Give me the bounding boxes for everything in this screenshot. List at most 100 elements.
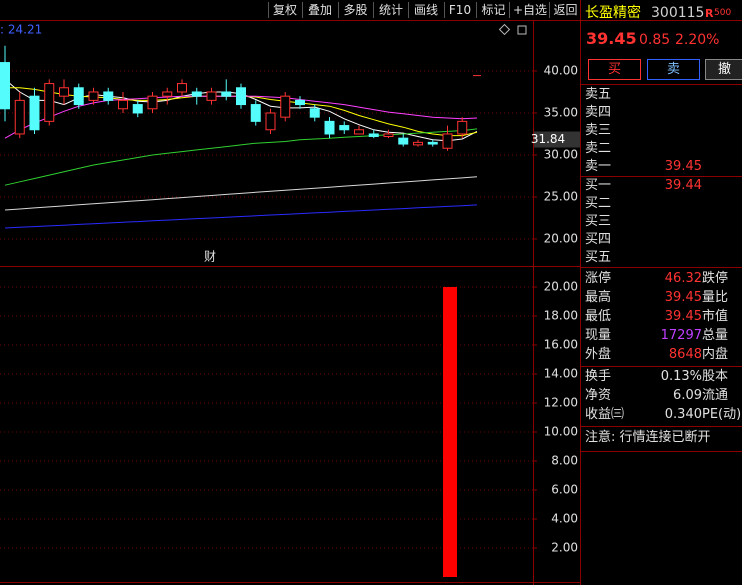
row-label: 净资 <box>585 388 612 403</box>
y-tick-label: 16.00 <box>544 338 578 352</box>
row-label: 卖五 <box>585 87 612 102</box>
y-tick-label: 20.00 <box>544 280 578 294</box>
row-label: 买一 <box>585 178 612 193</box>
row-value: 46.32 <box>664 271 702 286</box>
row-label-2: 内盘 <box>702 347 729 362</box>
separator <box>581 176 742 177</box>
y-tick-label: 40.00 <box>544 63 578 77</box>
candle-body <box>442 133 453 149</box>
change: 0.85 <box>639 32 671 48</box>
cancel-button[interactable]: 撤 <box>705 59 742 80</box>
change-pct: 2.20% <box>675 32 720 48</box>
candle-body <box>354 129 364 135</box>
y-tick-label: 6.00 <box>551 483 578 497</box>
volume-bar <box>443 287 457 577</box>
row-label-2: 总量 <box>702 328 729 343</box>
candle-body <box>118 99 128 110</box>
stock-code: 300115 <box>651 5 705 21</box>
row-label: 卖四 <box>585 105 612 120</box>
candle-body <box>0 62 10 110</box>
toolbar-button[interactable]: 统计 <box>378 3 403 17</box>
row-label: 买三 <box>585 214 612 229</box>
candle-body <box>295 99 305 106</box>
row-label: 现量 <box>585 328 612 343</box>
annotation: : 24.21 <box>0 23 42 37</box>
stock-name: 长盈精密 <box>585 5 641 21</box>
candle-body <box>427 141 438 145</box>
y-tick-label: 10.00 <box>544 425 578 439</box>
candle-body <box>73 87 84 106</box>
y-tick-label: 8.00 <box>551 454 578 468</box>
candle-body <box>221 91 232 97</box>
y-tick-label: 2.00 <box>551 541 578 555</box>
row-label-2: 跌停 <box>702 271 729 286</box>
last-price: 39.45 <box>586 29 637 48</box>
row-label: 买二 <box>585 196 612 211</box>
candle-body <box>398 137 409 145</box>
candle-body <box>457 120 468 135</box>
row-value: 0.13% <box>660 369 702 384</box>
y-tick-label: 18.00 <box>544 309 578 323</box>
candle-body <box>309 108 320 118</box>
row-label: 涨停 <box>585 271 612 286</box>
row-value: 0.340 <box>664 407 702 422</box>
candle-body <box>44 83 55 122</box>
icon-grid[interactable] <box>517 25 527 35</box>
row-value: 39.45 <box>664 159 702 174</box>
separator <box>581 426 742 427</box>
separator <box>581 267 742 268</box>
row-label-2: 量比 <box>702 290 729 305</box>
toolbar-button[interactable]: F10 <box>448 3 472 17</box>
row-label: 卖一 <box>585 159 612 174</box>
y-tick-label: 35.00 <box>544 105 578 119</box>
badge: R <box>705 7 714 20</box>
candle-body <box>88 91 99 101</box>
candle-body <box>177 83 187 93</box>
row-value: 6.09 <box>673 388 702 403</box>
row-value: 39.45 <box>664 309 702 324</box>
annotation: 财 <box>204 250 216 264</box>
candle-body <box>29 95 40 131</box>
toolbar-button[interactable]: 复权 <box>272 3 297 17</box>
row-label: 卖三 <box>585 123 612 138</box>
row-label-2: 流通 <box>702 388 729 403</box>
moving-average-line <box>4 176 478 211</box>
separator <box>581 84 742 85</box>
candle-body <box>162 91 173 97</box>
toolbar-button[interactable]: 多股 <box>343 3 368 17</box>
candle-body <box>147 95 158 110</box>
row-value: 39.44 <box>664 178 702 193</box>
candle-body <box>103 91 114 101</box>
toolbar-button[interactable]: 画线 <box>413 3 438 17</box>
separator <box>581 451 742 452</box>
row-label: 换手 <box>585 369 612 384</box>
toolbar-button[interactable]: 标记 <box>481 3 506 17</box>
candle-body <box>191 91 202 97</box>
row-label: 最高 <box>585 290 612 305</box>
y-tick-label: 25.00 <box>544 189 578 203</box>
current-price-label: 31.84 <box>531 132 565 146</box>
candle-body <box>236 87 246 106</box>
row-label: 收益㈢ <box>585 407 625 422</box>
row-value: 8648 <box>668 347 702 362</box>
row-label-2: 市值 <box>702 309 729 324</box>
moving-average-line <box>4 204 478 229</box>
separator <box>581 366 742 367</box>
row-label-2: 股本 <box>702 369 729 384</box>
y-tick-label: 30.00 <box>544 147 578 161</box>
candle-body <box>206 91 217 101</box>
y-tick-label: 12.00 <box>544 396 578 410</box>
sell-button[interactable]: 卖 <box>647 59 700 80</box>
buy-button[interactable]: 买 <box>588 59 641 80</box>
toolbar-button[interactable]: +自选 <box>512 3 548 17</box>
icon-diamond[interactable] <box>498 23 511 36</box>
toolbar-button[interactable]: 叠加 <box>307 3 332 17</box>
candle-body <box>14 99 25 135</box>
row-value: 17297 <box>660 328 702 343</box>
candle-body <box>383 133 394 137</box>
y-tick-label: 4.00 <box>551 512 578 526</box>
toolbar-button[interactable]: 返回 <box>553 3 578 17</box>
y-tick-label: 14.00 <box>544 367 578 381</box>
